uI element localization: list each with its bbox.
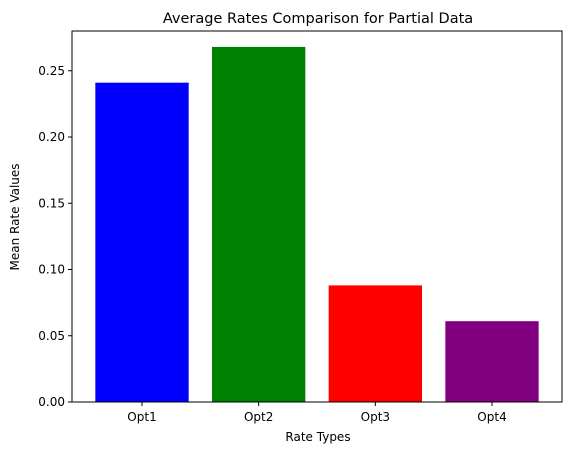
bar-opt4 <box>445 321 539 402</box>
y-tick-label: 0.20 <box>38 130 65 144</box>
chart-title: Average Rates Comparison for Partial Dat… <box>163 11 473 27</box>
y-tick-label: 0.15 <box>38 196 65 210</box>
bar-opt1 <box>95 82 189 403</box>
plot-area: 0.00 0.05 0.10 0.15 0.20 0.25 Opt1 Opt2 Opt3 Opt4 <box>38 30 563 424</box>
y-tick-label: 0.05 <box>38 329 65 343</box>
x-axis-label: Rate Types <box>285 430 350 444</box>
x-tick-label: Opt4 <box>477 410 506 424</box>
y-tick-label: 0.25 <box>38 64 65 78</box>
bar-opt3 <box>328 285 422 402</box>
bar-opt2 <box>212 46 306 403</box>
y-tick-label: 0.00 <box>38 395 65 409</box>
x-tick-label: Opt1 <box>127 410 156 424</box>
x-tick-label: Opt2 <box>244 410 273 424</box>
y-axis-label: Mean Rate Values <box>8 163 22 270</box>
y-tick-label: 0.10 <box>38 263 65 277</box>
axes-frame <box>71 30 563 403</box>
x-tick-label: Opt3 <box>361 410 390 424</box>
